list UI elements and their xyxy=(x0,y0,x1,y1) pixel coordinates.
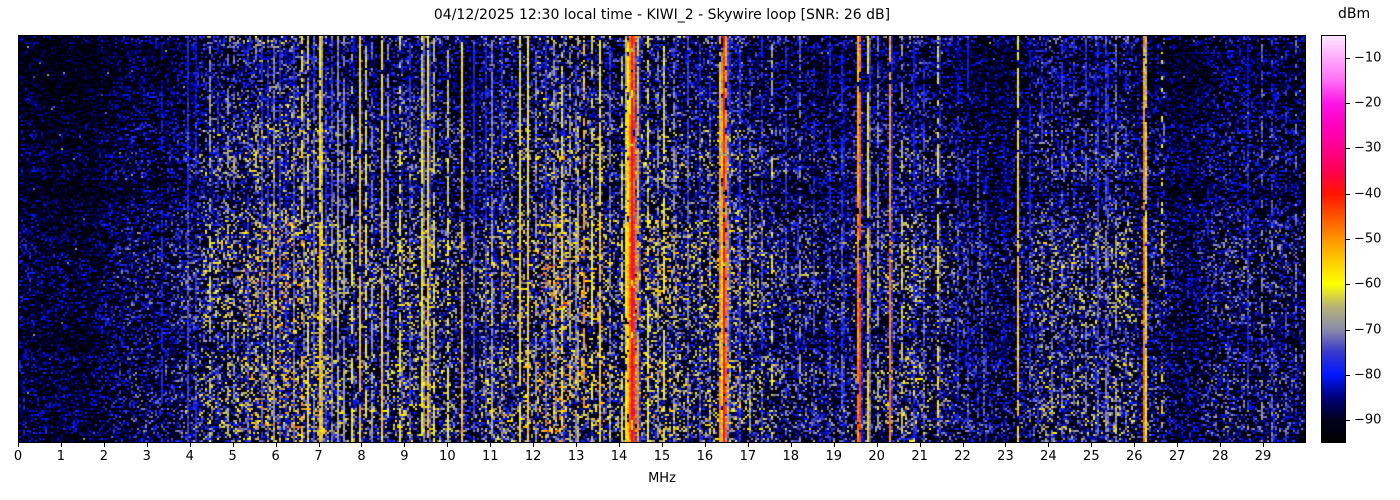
colorbar-tick-label: −60 xyxy=(1354,276,1382,292)
colorbar-tick-mark xyxy=(1346,57,1350,59)
spectrogram-canvas xyxy=(19,36,1305,442)
x-tick-label: 4 xyxy=(185,449,194,464)
x-tick-label: 25 xyxy=(1083,449,1100,464)
x-tick-mark xyxy=(1005,443,1007,447)
x-tick-label: 16 xyxy=(696,449,714,464)
x-tick-mark xyxy=(1048,443,1050,447)
x-tick-mark xyxy=(1220,443,1222,447)
x-tick-label: 15 xyxy=(653,449,671,464)
colorbar-gradient xyxy=(1321,35,1346,443)
x-tick-label: 23 xyxy=(997,449,1014,464)
x-tick-mark xyxy=(704,443,706,447)
colorbar-tick-mark xyxy=(1346,284,1350,286)
x-tick-mark xyxy=(318,443,320,447)
x-tick-mark xyxy=(962,443,964,447)
x-tick-label: 19 xyxy=(825,449,842,464)
x-tick-mark xyxy=(103,443,105,447)
colorbar-tick-mark xyxy=(1346,420,1350,422)
colorbar-ticks: −10 −20 −30 −40 −50 −60 −70 −80 −90 xyxy=(1346,35,1400,443)
x-tick-label: 1 xyxy=(56,449,66,464)
x-tick-label: 17 xyxy=(739,449,757,464)
spectrogram-plot xyxy=(18,35,1306,443)
colorbar-tick-label: −70 xyxy=(1354,322,1382,338)
x-tick-label: 13 xyxy=(567,449,585,464)
x-tick-label: 29 xyxy=(1254,449,1272,464)
x-tick-mark xyxy=(232,443,234,447)
colorbar-tick-mark xyxy=(1346,329,1350,331)
x-tick-mark xyxy=(18,443,19,447)
x-tick-mark xyxy=(146,443,148,447)
colorbar-label: dBm xyxy=(1338,6,1371,22)
x-axis-label: MHz xyxy=(648,471,676,486)
x-tick-mark xyxy=(1091,443,1093,447)
x-tick-label: 26 xyxy=(1125,449,1143,464)
x-tick-mark xyxy=(876,443,878,447)
x-tick-mark xyxy=(619,443,621,447)
x-tick-mark xyxy=(447,443,449,447)
x-tick-label: 9 xyxy=(400,449,409,464)
colorbar-tick-mark xyxy=(1346,375,1350,376)
x-tick-mark xyxy=(747,443,749,447)
x-tick-mark xyxy=(275,443,277,447)
x-tick-mark xyxy=(833,443,835,447)
x-tick-label: 10 xyxy=(439,449,456,464)
x-tick-mark xyxy=(533,443,535,447)
x-tick-label: 28 xyxy=(1211,449,1229,464)
colorbar-tick-label: −50 xyxy=(1354,231,1382,247)
x-tick-mark xyxy=(189,443,191,447)
x-tick-mark xyxy=(919,443,921,447)
x-tick-label: 27 xyxy=(1168,449,1186,464)
x-tick-label: 6 xyxy=(271,449,280,464)
colorbar-tick-mark xyxy=(1346,148,1350,150)
x-tick-mark xyxy=(404,443,406,447)
x-tick-mark xyxy=(490,443,492,447)
x-tick-label: 11 xyxy=(481,449,499,464)
colorbar-tick-mark xyxy=(1346,239,1350,240)
x-tick-label: 8 xyxy=(357,449,366,464)
x-tick-label: 18 xyxy=(782,449,800,464)
x-tick-label: 5 xyxy=(228,449,237,464)
colorbar-tick-mark xyxy=(1346,103,1350,104)
chart-title: 04/12/2025 12:30 local time - KIWI_2 - S… xyxy=(433,7,891,23)
colorbar-tick-label: −80 xyxy=(1354,367,1382,383)
x-tick-mark xyxy=(790,443,792,447)
x-tick-mark xyxy=(662,443,663,447)
x-tick-label: 3 xyxy=(142,449,151,464)
colorbar-tick-label: −20 xyxy=(1354,95,1382,111)
x-tick-mark xyxy=(1134,443,1136,447)
x-tick-label: 14 xyxy=(610,449,628,464)
x-tick-label: 24 xyxy=(1040,449,1057,464)
x-tick-mark xyxy=(1263,443,1265,447)
colorbar-tick-label: −10 xyxy=(1354,50,1382,66)
colorbar-tick-mark xyxy=(1346,193,1350,195)
x-tick-label: 22 xyxy=(954,449,971,464)
x-tick-label: 21 xyxy=(911,449,928,464)
x-tick-mark xyxy=(361,443,363,447)
x-tick-label: 7 xyxy=(314,449,323,464)
x-tick-label: 2 xyxy=(99,449,108,464)
x-tick-label: 0 xyxy=(13,449,23,464)
colorbar-tick-label: −40 xyxy=(1354,186,1382,202)
colorbar-tick-label: −30 xyxy=(1354,140,1382,156)
x-tick-mark xyxy=(576,443,578,447)
x-tick-label: 20 xyxy=(868,449,885,464)
colorbar-tick-label: −90 xyxy=(1354,412,1382,428)
x-tick-mark xyxy=(1177,443,1179,447)
x-tick-label: 12 xyxy=(524,449,542,464)
x-axis-ticks: 0 1 2 3 4 5 6 7 8 9 10 11 12 13 14 15 16 17 18 19 20 21 22 23 24… xyxy=(14,443,1306,467)
x-tick-mark xyxy=(60,443,62,447)
